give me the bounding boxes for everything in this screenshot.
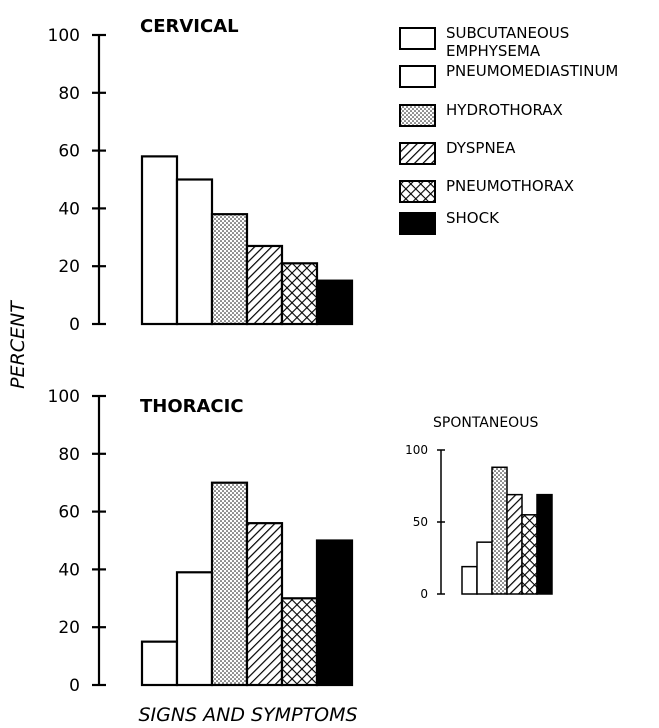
spontaneous-panel: 0 50 100 bbox=[405, 443, 553, 601]
y-axis-label: PERCENT bbox=[7, 300, 29, 389]
cervical-panel-title: CERVICAL bbox=[140, 16, 239, 37]
cervical-y-tick-label: 60 bbox=[58, 142, 80, 162]
cervical-bar-dyspnea bbox=[245, 244, 284, 326]
spontaneous-y-tick-label: 0 bbox=[420, 587, 428, 601]
cervical-y-tick-label: 20 bbox=[58, 257, 80, 277]
spontaneous-bar-pneumothorax bbox=[521, 514, 538, 595]
thoracic-y-tick-label: 60 bbox=[58, 503, 80, 523]
cervical-bar-pneumothorax bbox=[280, 262, 319, 326]
spontaneous-bar-subcutaneous-emphysema bbox=[461, 565, 478, 595]
legend-label-pneumothorax: PNEUMOTHORAX bbox=[446, 177, 574, 195]
legend-label-hydrothorax: HYDROTHORAX bbox=[446, 101, 563, 119]
x-axis-label: SIGNS AND SYMPTOMS bbox=[138, 704, 357, 726]
spontaneous-bar-hydrothorax bbox=[491, 466, 508, 595]
legend-label-subcutaneous-emphysema-line1: SUBCUTANEOUS bbox=[446, 24, 569, 42]
thoracic-y-tick-label: 100 bbox=[48, 387, 80, 407]
thoracic-y-tick-label: 40 bbox=[58, 560, 80, 580]
legend-swatch-subcutaneous-emphysema bbox=[399, 27, 436, 50]
legend-label-subcutaneous-emphysema-line2: EMPHYSEMA bbox=[446, 42, 541, 60]
cervical-bar-shock bbox=[315, 279, 354, 326]
spontaneous-bar-shock bbox=[536, 493, 553, 595]
legend-swatch-pneumomediastinum bbox=[399, 65, 436, 88]
thoracic-panel: 0 20 40 60 80 100 bbox=[48, 387, 354, 696]
spontaneous-bar-pneumomediastinum bbox=[476, 541, 493, 595]
thoracic-panel-title: THORACIC bbox=[140, 396, 244, 417]
cervical-y-tick-label: 80 bbox=[58, 84, 80, 104]
cervical-y-tick-label: 40 bbox=[58, 199, 80, 219]
legend-swatch-hydrothorax bbox=[399, 104, 436, 127]
legend-swatch-shock bbox=[399, 212, 436, 235]
thoracic-y-tick-label: 80 bbox=[58, 445, 80, 465]
spontaneous-panel-title: SPONTANEOUS bbox=[433, 415, 538, 431]
legend-label-pneumomediastinum: PNEUMOMEDIASTINUM bbox=[446, 62, 618, 80]
thoracic-bar-subcutaneous-emphysema bbox=[140, 640, 179, 687]
cervical-y-tick-label: 0 bbox=[69, 315, 80, 335]
legend-label-dyspnea: DYSPNEA bbox=[446, 139, 516, 157]
spontaneous-bar-dyspnea bbox=[506, 493, 523, 595]
thoracic-bar-hydrothorax bbox=[210, 481, 249, 687]
cervical-bar-hydrothorax bbox=[210, 213, 249, 326]
thoracic-bar-pneumomediastinum bbox=[175, 571, 214, 687]
cervical-bar-subcutaneous-emphysema bbox=[140, 155, 179, 326]
legend-swatch-dyspnea bbox=[399, 142, 436, 165]
thoracic-y-tick-label: 0 bbox=[69, 676, 80, 696]
thoracic-bar-shock bbox=[315, 539, 354, 687]
spontaneous-y-tick-label: 100 bbox=[405, 443, 428, 457]
thoracic-y-tick-label: 20 bbox=[58, 618, 80, 638]
cervical-y-tick-label: 100 bbox=[48, 26, 80, 46]
legend-label-shock: SHOCK bbox=[446, 209, 500, 227]
spontaneous-y-tick-label: 50 bbox=[413, 515, 428, 529]
legend-swatch-pneumothorax bbox=[399, 180, 436, 203]
thoracic-bar-dyspnea bbox=[245, 522, 284, 687]
cervical-bar-pneumomediastinum bbox=[175, 178, 214, 326]
thoracic-bar-pneumothorax bbox=[280, 597, 319, 687]
cervical-panel: 0 20 40 60 80 100 bbox=[48, 26, 354, 335]
